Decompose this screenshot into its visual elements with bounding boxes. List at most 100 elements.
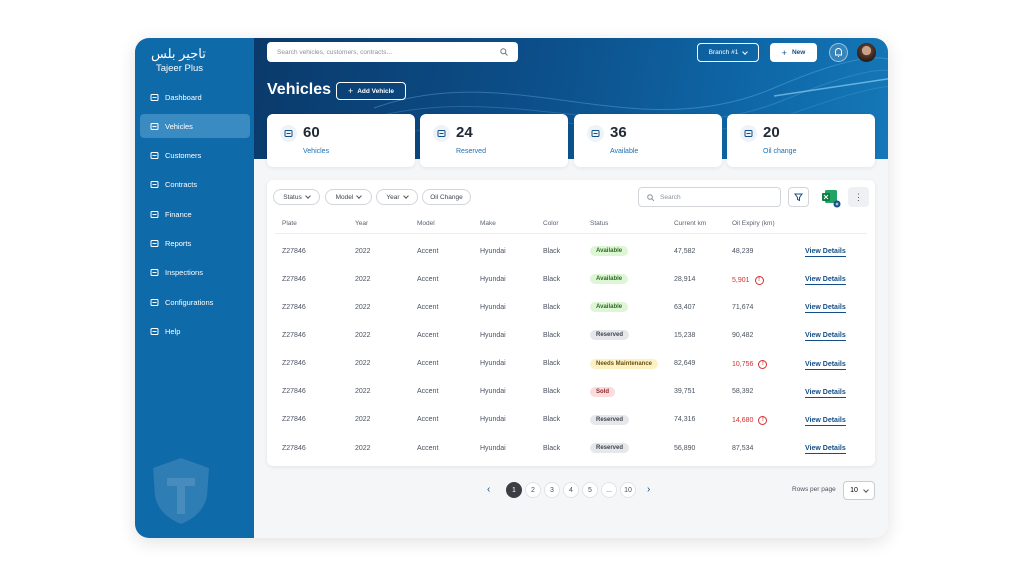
nav-item[interactable]: Contracts — [140, 173, 250, 197]
status-pill: Available — [590, 246, 629, 256]
stat-card: 20 Oil change — [727, 114, 875, 167]
view-details-link[interactable]: View Details — [805, 388, 846, 398]
table-cell: 2022 — [355, 416, 371, 424]
oil-expiry-cell: 48,239 — [732, 248, 753, 255]
page-button[interactable]: 4 — [563, 482, 579, 498]
oil-expiry-cell: 87,534 — [732, 445, 753, 452]
table-cell: 63,407 — [674, 303, 696, 311]
nav-item[interactable]: Finance — [140, 202, 250, 226]
nav-item[interactable]: Inspections — [140, 261, 250, 285]
nav-item[interactable]: Reports — [140, 232, 250, 256]
stat-card: 24 Reserved — [420, 114, 568, 167]
filter-chip[interactable]: Status — [273, 189, 320, 205]
column-header: Oil Expiry (km) — [732, 220, 775, 227]
stat-label: Vehicles — [303, 148, 330, 155]
prev-page[interactable]: ‹ — [487, 484, 491, 495]
rows-per-page-select[interactable]: 10 — [843, 481, 875, 500]
nav-item[interactable]: Customers — [140, 144, 250, 168]
column-header: Make — [480, 220, 496, 227]
stat-value: 36 — [610, 124, 627, 141]
oil-expiry-cell: 5,901! — [732, 275, 764, 285]
filter-chip[interactable]: Model — [325, 189, 372, 205]
rows-per-page-value: 10 — [850, 487, 858, 494]
table-cell: Black — [543, 331, 561, 339]
excel-export[interactable] — [818, 187, 842, 208]
stat-label: Reserved — [456, 148, 486, 155]
view-details-link[interactable]: View Details — [805, 445, 846, 455]
column-header: Current km — [674, 220, 707, 227]
table-cell: 2022 — [355, 360, 371, 368]
avatar[interactable] — [857, 43, 876, 62]
page-button[interactable]: 10 — [620, 482, 636, 498]
icon — [150, 152, 159, 160]
oil-expiry: 90,482 — [732, 331, 754, 339]
table-cell: 2022 — [355, 303, 371, 311]
view-details-link[interactable]: View Details — [805, 360, 846, 370]
table-cell: Z27846 — [282, 388, 306, 396]
view-details-link[interactable]: View Details — [805, 248, 846, 257]
global-search[interactable]: Search vehicles, customers, contracts... — [267, 42, 518, 62]
page-button[interactable]: 2 — [525, 482, 541, 498]
filter-button[interactable] — [788, 187, 809, 207]
icon — [744, 130, 753, 137]
nav-item[interactable]: Configurations — [140, 290, 250, 314]
page-button[interactable]: 5 — [582, 482, 598, 498]
table-cell: 2022 — [355, 331, 371, 339]
table-cell: Black — [543, 303, 561, 311]
status-pill: Reserved — [590, 330, 630, 341]
view-details-link[interactable]: View Details — [805, 416, 846, 426]
nav-item[interactable]: Dashboard — [140, 85, 250, 109]
nav-label: Finance — [165, 209, 192, 219]
view-details-link[interactable]: View Details — [805, 276, 846, 286]
table-cell: 39,751 — [674, 388, 696, 396]
filter-icon — [794, 193, 803, 202]
more-button[interactable]: ⋮ — [848, 187, 869, 207]
table-cell: Hyundai — [480, 360, 506, 368]
table-cell: Accent — [417, 444, 439, 452]
chevron — [402, 193, 409, 199]
filter-chip[interactable]: Oil Change — [422, 189, 471, 205]
oil-expiry-cell: 58,392 — [732, 388, 753, 395]
icon — [150, 93, 159, 101]
icon — [150, 240, 159, 247]
new-button[interactable]: + New — [770, 43, 817, 62]
branch-select[interactable]: Branch #1 — [697, 43, 759, 62]
view-details-link[interactable]: View Details — [805, 304, 846, 314]
page-button[interactable]: 3 — [544, 482, 560, 498]
oil-expiry: 71,674 — [732, 303, 754, 311]
nav-item[interactable]: Vehicles — [140, 114, 250, 139]
nav-label: Contracts — [165, 180, 198, 190]
table-search[interactable]: Search — [638, 187, 781, 207]
table-cell: Accent — [417, 416, 439, 424]
filter-chip[interactable]: Year — [376, 189, 418, 205]
add-vehicle-button[interactable]: + Add Vehicle — [336, 82, 406, 100]
column-header: Plate — [282, 220, 297, 227]
warning-icon: ! — [758, 416, 768, 426]
table-cell: Hyundai — [480, 444, 506, 452]
table-search-placeholder: Search — [660, 193, 681, 201]
notifications[interactable] — [829, 43, 848, 62]
table-cell: 47,582 — [674, 247, 696, 255]
status-pill: Reserved — [590, 443, 630, 454]
excel-icon — [822, 190, 841, 208]
view-details-link[interactable]: View Details — [805, 332, 846, 342]
table-cell: Accent — [417, 360, 439, 368]
stat-icon — [740, 125, 757, 142]
page-button[interactable]: 1 — [506, 482, 522, 498]
table-cell: Black — [543, 416, 561, 424]
filter-label: Status — [283, 193, 302, 201]
table-cell: 2022 — [355, 444, 371, 452]
nav-item[interactable]: Help — [140, 319, 250, 343]
oil-expiry: 58,392 — [732, 388, 754, 396]
warning-icon: ! — [754, 275, 764, 285]
table-cell: Z27846 — [282, 275, 306, 283]
page-button[interactable]: ... — [601, 482, 617, 498]
sidebar-watermark — [153, 458, 209, 524]
plus-icon: + — [347, 86, 354, 96]
table-cell: Hyundai — [480, 416, 506, 424]
next-page[interactable]: › — [647, 484, 651, 495]
stat-icon — [433, 125, 450, 142]
logo-arabic: تاجير بلس — [151, 46, 206, 61]
table-cell: Z27846 — [282, 444, 306, 452]
